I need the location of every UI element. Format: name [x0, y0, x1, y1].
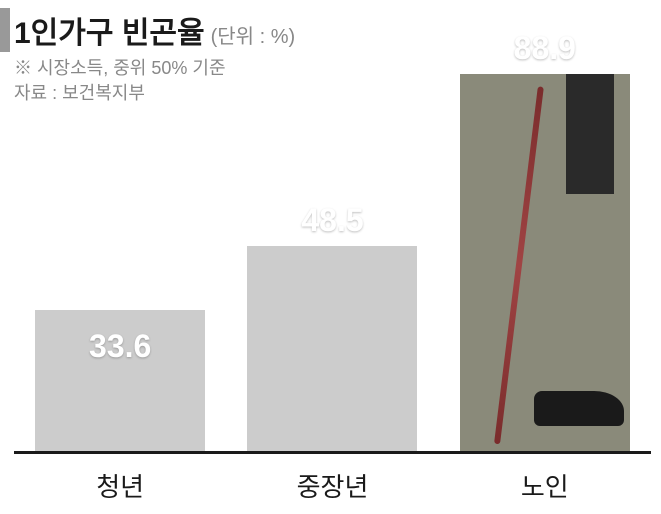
bar-value-middle: 48.5 — [301, 202, 363, 239]
plot-area: 33.6 48.5 88.9 — [14, 26, 651, 454]
bars-group: 33.6 48.5 88.9 — [14, 26, 651, 454]
bar-wrap-0: 33.6 — [14, 26, 226, 454]
bar-wrap-1: 48.5 — [226, 26, 438, 454]
baseline — [14, 451, 651, 454]
elderly-leg-graphic — [566, 74, 614, 194]
bar-middle: 48.5 — [247, 246, 417, 454]
category-youth: 청년 — [14, 467, 226, 504]
category-labels: 청년 중장년 노인 — [14, 467, 651, 504]
category-elderly: 노인 — [439, 467, 651, 504]
bar-youth: 33.6 — [35, 310, 205, 454]
bar-wrap-2: 88.9 — [439, 26, 651, 454]
bar-value-elderly: 88.9 — [514, 30, 576, 67]
elderly-boot-graphic — [534, 391, 624, 426]
chart-container: 1인가구 빈곤율 (단위 : %) ※ 시장소득, 중위 50% 기준 자료 :… — [0, 0, 661, 514]
category-middle: 중장년 — [226, 467, 438, 504]
elderly-cane-graphic — [494, 86, 544, 444]
bar-value-youth: 33.6 — [89, 328, 151, 365]
accent-bar — [0, 8, 10, 52]
bar-elderly: 88.9 — [460, 74, 630, 454]
